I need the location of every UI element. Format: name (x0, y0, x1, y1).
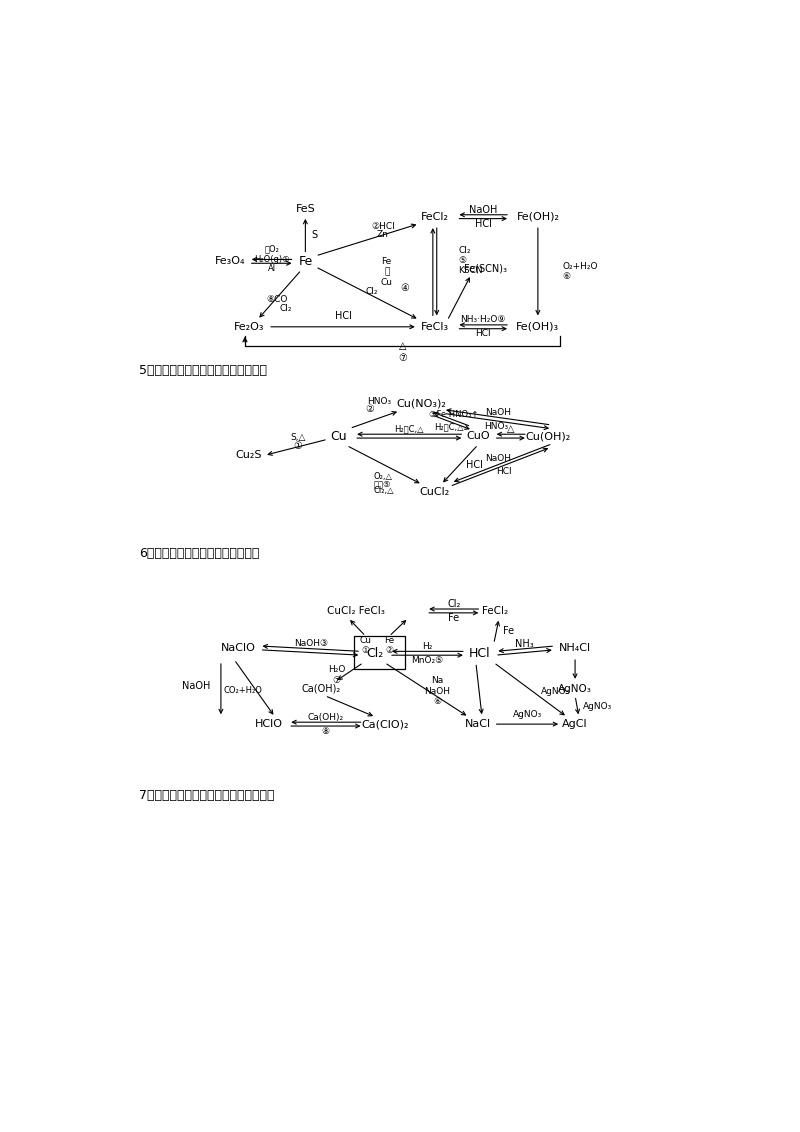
Text: △: △ (507, 424, 514, 435)
Text: Fe(SCN)₃: Fe(SCN)₃ (464, 264, 506, 273)
Text: △
⑦: △ ⑦ (398, 342, 406, 363)
Text: HNO₃: HNO₃ (485, 421, 509, 430)
Text: Fe(OH)₂: Fe(OH)₂ (516, 212, 559, 222)
Text: NaOH: NaOH (486, 454, 511, 463)
Text: FeCl₂: FeCl₂ (482, 606, 508, 616)
Text: Cl₂,△: Cl₂,△ (374, 487, 394, 496)
Bar (354, 636, 406, 669)
Text: H₂或C,△: H₂或C,△ (434, 422, 464, 431)
Text: HClO: HClO (255, 719, 283, 729)
Text: S: S (311, 230, 318, 240)
Text: Cl₂: Cl₂ (366, 646, 384, 660)
Text: 5、锐及其重要化合物间的转化关系。: 5、锐及其重要化合物间的转化关系。 (138, 365, 266, 377)
Text: HCl: HCl (469, 646, 490, 660)
Text: 电解⑤: 电解⑤ (374, 479, 391, 488)
Text: AgNO₃: AgNO₃ (558, 684, 592, 694)
Text: 6、氯及其重要化合物间的转化关系: 6、氯及其重要化合物间的转化关系 (138, 548, 259, 560)
Text: FeCl₃: FeCl₃ (421, 321, 449, 332)
Text: NaOH: NaOH (182, 680, 211, 691)
Text: ⑧: ⑧ (322, 727, 330, 736)
Text: AgNO₃: AgNO₃ (583, 702, 613, 711)
Text: CuCl₂ FeCl₃: CuCl₂ FeCl₃ (327, 606, 385, 616)
Text: ②: ② (366, 404, 374, 414)
Text: Cu
①: Cu ① (360, 636, 372, 655)
Text: NaCl: NaCl (465, 719, 491, 729)
Text: AgNO₃: AgNO₃ (541, 686, 570, 695)
Text: NaOH: NaOH (486, 408, 511, 417)
Text: MnO₂⑤: MnO₂⑤ (411, 655, 443, 664)
Text: Fe: Fe (502, 626, 514, 636)
Text: NaOH: NaOH (469, 205, 498, 215)
Text: CO₂+H₂O: CO₂+H₂O (223, 686, 262, 695)
Text: Ca(OH)₂: Ca(OH)₂ (308, 713, 344, 722)
Text: ③Fe HNO₃↑: ③Fe HNO₃↑ (430, 410, 478, 419)
Text: S,△: S,△ (290, 434, 306, 443)
Text: Fe
或
Cu: Fe 或 Cu (381, 257, 393, 288)
Text: Cl₂: Cl₂ (365, 286, 378, 295)
Text: Fe: Fe (298, 255, 313, 268)
Text: Na
NaOH
⑥: Na NaOH ⑥ (424, 676, 450, 706)
Text: FeCl₂: FeCl₂ (421, 212, 449, 222)
Text: AgNO₃: AgNO₃ (513, 710, 542, 719)
Text: Fe₂O₃: Fe₂O₃ (234, 321, 265, 332)
Text: H₂: H₂ (422, 642, 433, 651)
Text: Cu: Cu (330, 430, 347, 443)
Text: ⑧CO: ⑧CO (266, 295, 287, 305)
Text: Al: Al (267, 264, 276, 273)
Text: ②HCl: ②HCl (372, 222, 395, 231)
Text: Cu(OH)₂: Cu(OH)₂ (526, 431, 570, 441)
Text: NaOH③: NaOH③ (294, 640, 328, 649)
Text: NH₃·H₂O⑨: NH₃·H₂O⑨ (461, 316, 506, 325)
Text: CuCl₂: CuCl₂ (420, 487, 450, 497)
Text: NaClO: NaClO (221, 643, 255, 653)
Text: 7、碳硅及其重要化合物间的转化关系。: 7、碳硅及其重要化合物间的转化关系。 (138, 789, 274, 803)
Text: H₂O
⑦: H₂O ⑦ (328, 666, 345, 685)
Text: Cl₂: Cl₂ (280, 303, 292, 312)
Text: FeS: FeS (295, 204, 315, 214)
Text: CuO: CuO (466, 431, 490, 441)
Text: Ca(ClO)₂: Ca(ClO)₂ (362, 719, 409, 729)
Text: Ca(OH)₂: Ca(OH)₂ (302, 684, 341, 694)
Text: Cu₂S: Cu₂S (235, 451, 262, 461)
Text: Cl₂: Cl₂ (447, 599, 461, 609)
Text: Fe(OH)₃: Fe(OH)₃ (516, 321, 559, 332)
Text: Cl₂
⑤
KSCN: Cl₂ ⑤ KSCN (458, 246, 482, 275)
Text: H₂或C,△: H₂或C,△ (394, 424, 424, 434)
Text: O₂+H₂O
⑥: O₂+H₂O ⑥ (562, 261, 598, 281)
Text: 或O₂
H₂O(g)①: 或O₂ H₂O(g)① (254, 245, 290, 264)
Text: HCl: HCl (334, 311, 351, 321)
Text: Fe₃O₄: Fe₃O₄ (215, 256, 246, 266)
Text: Cu(NO₃)₂: Cu(NO₃)₂ (397, 398, 446, 409)
Text: HCl: HCl (475, 329, 491, 338)
Text: Fe: Fe (448, 612, 459, 623)
Text: ①: ① (294, 441, 302, 452)
Text: Fe
②: Fe ② (384, 636, 394, 655)
Text: HCl: HCl (466, 460, 482, 470)
Text: NH₄Cl: NH₄Cl (559, 643, 591, 653)
Text: O₂,△: O₂,△ (374, 472, 393, 481)
Text: Zn: Zn (376, 230, 388, 239)
Text: ④: ④ (400, 283, 409, 292)
Text: AgCl: AgCl (562, 719, 588, 729)
Text: HNO₃: HNO₃ (367, 397, 391, 406)
Text: NH₃: NH₃ (515, 638, 534, 649)
Text: HCl: HCl (496, 468, 511, 475)
Text: HCl: HCl (475, 218, 492, 229)
